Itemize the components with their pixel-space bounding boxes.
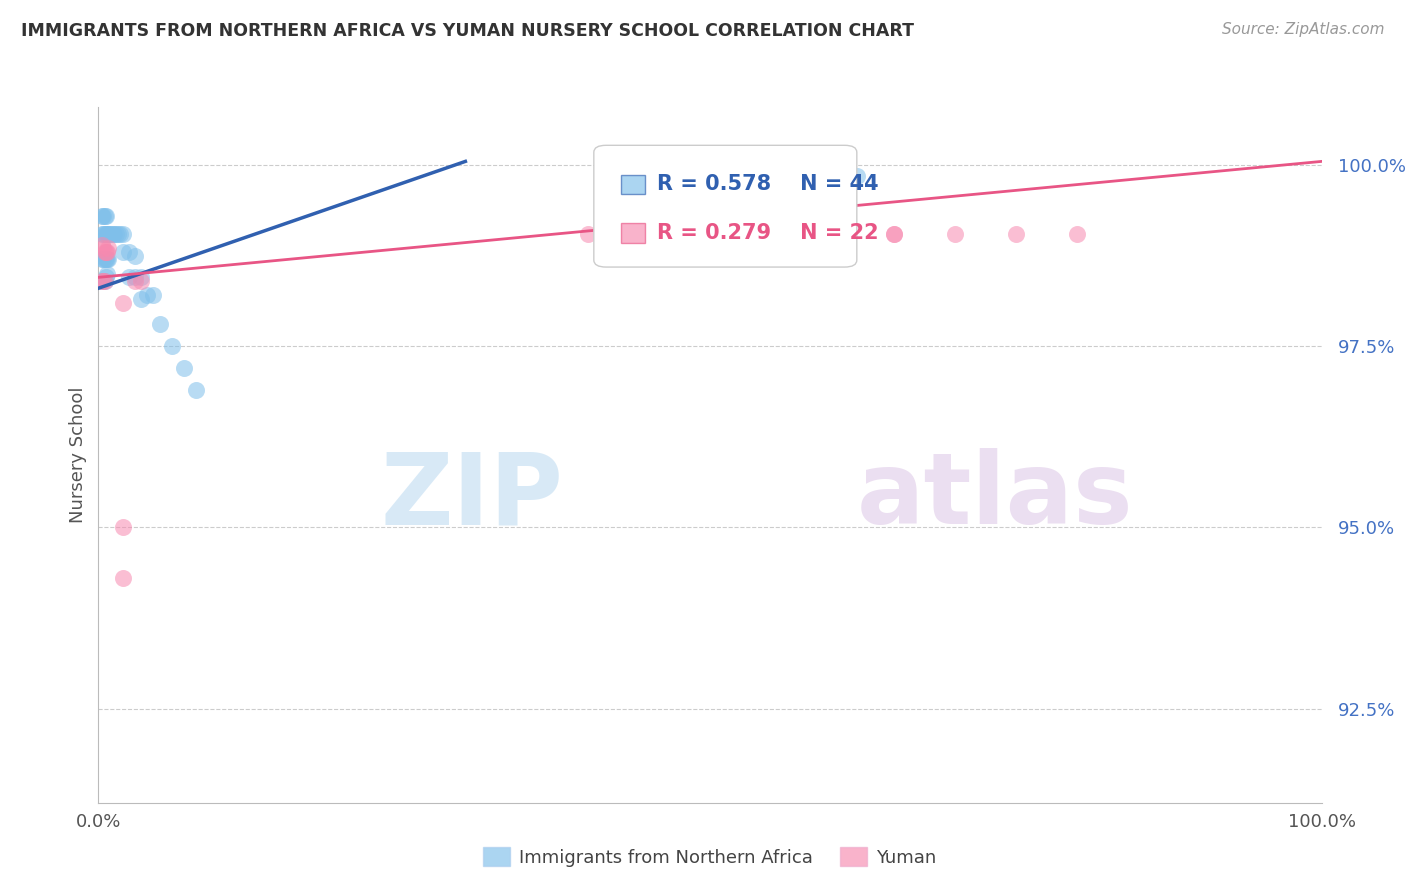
Point: [96, 227, 118, 241]
Point: [118, 270, 141, 285]
Point: [91, 241, 114, 255]
Point: [111, 520, 134, 534]
Point: [94, 227, 117, 241]
Point: [91, 252, 114, 267]
Point: [93, 274, 115, 288]
Point: [186, 383, 208, 397]
Point: [91, 227, 114, 241]
Point: [1066, 227, 1088, 241]
Point: [100, 227, 122, 241]
Point: [883, 227, 905, 241]
Point: [124, 274, 146, 288]
FancyBboxPatch shape: [620, 175, 645, 194]
Point: [118, 245, 141, 260]
Point: [576, 227, 599, 241]
Point: [1004, 227, 1026, 241]
Text: R = 0.279    N = 22: R = 0.279 N = 22: [657, 223, 879, 243]
Point: [103, 227, 125, 241]
Text: atlas: atlas: [856, 448, 1133, 545]
Point: [91, 209, 114, 223]
Point: [149, 318, 172, 332]
Point: [110, 227, 132, 241]
Text: ZIP: ZIP: [381, 448, 564, 545]
Point: [160, 339, 183, 353]
Y-axis label: Nursery School: Nursery School: [69, 386, 87, 524]
FancyBboxPatch shape: [620, 223, 645, 243]
Point: [96, 245, 118, 260]
Point: [97, 241, 120, 255]
Point: [101, 227, 124, 241]
Point: [104, 227, 127, 241]
FancyBboxPatch shape: [593, 145, 856, 267]
Point: [93, 245, 115, 260]
Point: [93, 209, 115, 223]
Point: [821, 227, 844, 241]
Point: [91, 209, 114, 223]
Point: [883, 227, 905, 241]
Point: [97, 252, 120, 267]
Point: [93, 227, 115, 241]
Point: [91, 227, 114, 241]
Point: [821, 227, 844, 241]
Text: R = 0.578    N = 44: R = 0.578 N = 44: [657, 174, 879, 194]
Point: [94, 252, 117, 267]
Point: [96, 252, 118, 267]
Point: [124, 249, 146, 263]
Point: [91, 274, 114, 288]
Point: [94, 245, 117, 260]
Point: [111, 227, 134, 241]
Text: Source: ZipAtlas.com: Source: ZipAtlas.com: [1222, 22, 1385, 37]
Point: [98, 227, 121, 241]
Point: [129, 292, 152, 306]
Point: [111, 245, 134, 260]
Legend: Immigrants from Northern Africa, Yuman: Immigrants from Northern Africa, Yuman: [477, 840, 943, 874]
Point: [943, 227, 966, 241]
Point: [94, 209, 117, 223]
Point: [761, 179, 783, 194]
Point: [142, 288, 165, 302]
Point: [96, 267, 118, 281]
Point: [91, 274, 114, 288]
Point: [93, 274, 115, 288]
Point: [91, 252, 114, 267]
Point: [129, 270, 152, 285]
Text: IMMIGRANTS FROM NORTHERN AFRICA VS YUMAN NURSERY SCHOOL CORRELATION CHART: IMMIGRANTS FROM NORTHERN AFRICA VS YUMAN…: [21, 22, 914, 40]
Point: [124, 270, 146, 285]
Point: [93, 252, 115, 267]
Point: [173, 361, 195, 376]
Point: [107, 227, 129, 241]
Point: [111, 295, 134, 310]
Point: [94, 270, 117, 285]
Point: [91, 274, 114, 288]
Point: [136, 288, 159, 302]
Point: [91, 274, 114, 288]
Point: [91, 237, 114, 252]
Point: [845, 169, 868, 183]
Point: [129, 274, 152, 288]
Point: [111, 571, 134, 585]
Point: [97, 227, 120, 241]
